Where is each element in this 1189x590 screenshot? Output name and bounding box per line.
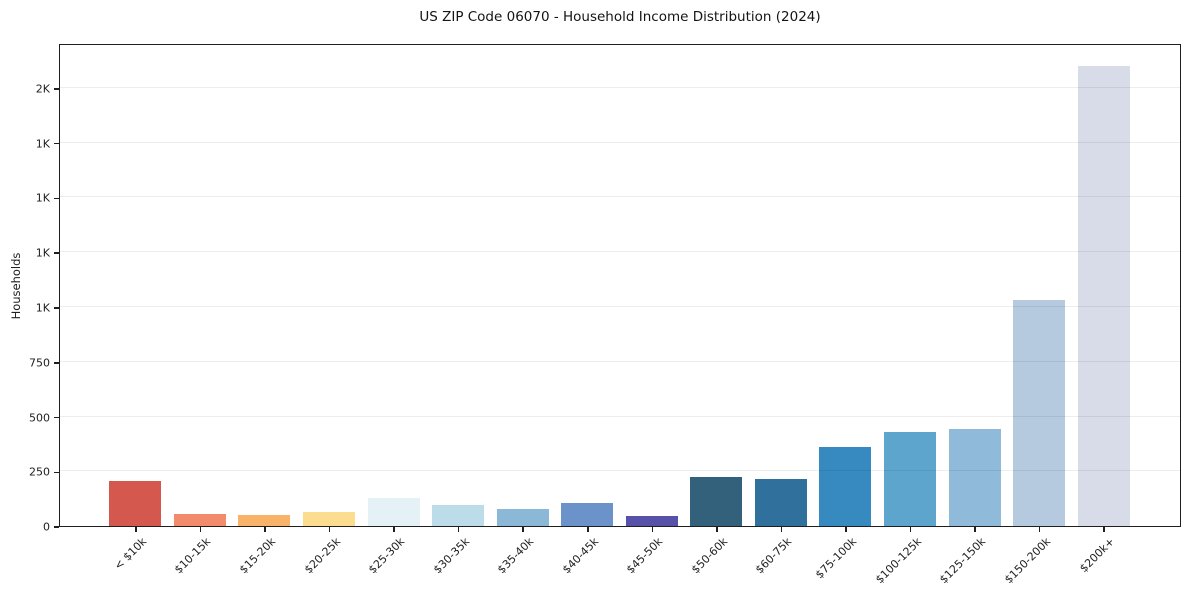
bar-100-125k	[884, 432, 936, 526]
x-tick-mark	[264, 527, 266, 532]
x-tick-mark	[457, 527, 460, 532]
y-tick-label: 1K	[35, 246, 50, 260]
bar-35-40k	[496, 508, 549, 526]
bar-60-75k	[754, 478, 807, 526]
x-tick-label: $100-125k	[872, 535, 924, 587]
y-tick-label: 500	[29, 411, 50, 424]
bar-125-150k	[948, 429, 1001, 526]
y-tick-mark	[54, 88, 59, 90]
x-tick-label: $50-60k	[688, 535, 730, 577]
y-axis-label: Households	[9, 252, 23, 319]
chart-title: US ZIP Code 06070 - Household Income Dis…	[419, 9, 821, 25]
bar-45-50k	[625, 515, 678, 526]
y-tick-mark	[54, 252, 59, 254]
y-tick-label: 1K	[35, 191, 50, 205]
chart-plot-area	[59, 44, 1181, 527]
x-tick-label: < $10k	[111, 535, 149, 573]
bar-15-20k	[238, 515, 291, 526]
x-tick-mark	[1103, 527, 1105, 532]
y-tick-mark	[54, 471, 59, 473]
x-tick-mark	[393, 527, 395, 532]
x-tick-mark	[974, 527, 976, 532]
x-tick-label: $60-75k	[753, 535, 795, 577]
bar-75-100k	[819, 446, 872, 526]
y-tick-mark	[54, 362, 59, 364]
gridline-y-1250	[60, 251, 1180, 253]
x-tick-label: $10-15k	[172, 535, 214, 577]
x-tick-label: $75-100k	[812, 535, 860, 582]
x-tick-label: $125-150k	[937, 535, 989, 587]
y-tick-mark	[54, 416, 59, 419]
y-tick-label: 1K	[35, 301, 50, 315]
bar-150-200k	[1013, 300, 1066, 526]
gridline-y-1000	[60, 306, 1180, 307]
x-tick-mark	[135, 527, 137, 532]
bar-25-30k	[367, 498, 420, 526]
gridline-y-1500	[60, 196, 1180, 198]
x-tick-mark	[522, 527, 524, 532]
x-tick-mark	[199, 527, 202, 532]
gridline-y-750	[60, 360, 1180, 362]
x-tick-label: $35-40k	[495, 535, 537, 577]
x-tick-label: $30-35k	[430, 535, 472, 577]
y-tick-label: 0	[43, 520, 50, 534]
x-tick-label: $150-200k	[1001, 535, 1053, 587]
x-tick-mark	[845, 527, 847, 532]
x-tick-mark	[716, 527, 718, 532]
y-tick-label: 750	[29, 356, 50, 370]
x-tick-label: $25-30k	[366, 535, 408, 577]
x-tick-mark	[651, 527, 653, 532]
y-tick-mark	[54, 526, 59, 528]
x-tick-mark	[587, 527, 589, 532]
bar-40-45k	[561, 503, 614, 526]
y-tick-mark	[54, 307, 59, 309]
bar-50-60k	[690, 477, 743, 526]
y-tick-label: 250	[29, 465, 50, 479]
x-tick-label: $15-20k	[236, 535, 279, 577]
x-tick-mark	[909, 527, 912, 532]
x-tick-mark	[328, 527, 331, 532]
x-tick-label: $40-45k	[559, 535, 601, 577]
x-tick-label: $200k+	[1077, 535, 1118, 576]
bar-10-15k	[173, 513, 226, 526]
y-tick-mark	[54, 197, 59, 200]
gridline-y-1750	[60, 141, 1180, 143]
bar-200k	[1077, 66, 1130, 526]
x-tick-label: $20-25k	[301, 535, 343, 577]
y-tick-label: 1K	[35, 137, 50, 151]
gridline-y-250	[60, 470, 1180, 472]
y-tick-mark	[54, 142, 59, 145]
gridline-y-2000	[60, 86, 1180, 88]
x-tick-mark	[1038, 527, 1041, 532]
x-tick-mark	[780, 527, 783, 532]
bar-30-35k	[432, 505, 485, 526]
bar-10k	[109, 481, 162, 526]
bar-20-25k	[302, 512, 355, 526]
gridline-y-500	[60, 415, 1180, 417]
y-tick-label: 2K	[35, 82, 50, 96]
x-tick-label: $45-50k	[624, 535, 666, 577]
